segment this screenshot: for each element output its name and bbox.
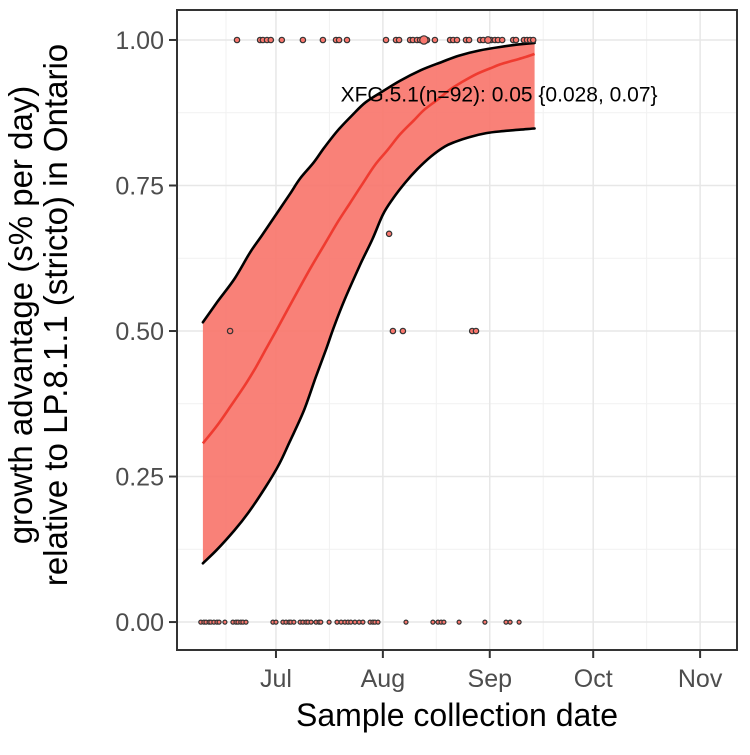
y-tick-label: 1.00 xyxy=(115,27,164,55)
obs-point-top xyxy=(343,36,351,44)
x-tick-label: Sep xyxy=(468,665,512,693)
panel-border xyxy=(176,9,738,651)
obs-point-bottom xyxy=(403,619,409,625)
x-tick-label: Aug xyxy=(361,665,405,693)
obs-point-bottom xyxy=(291,619,297,625)
y-axis-title-line2: relative to LP.8.1.1 (stricto) in Ontari… xyxy=(37,44,74,586)
x-axis-title: Sample collection date xyxy=(296,697,618,733)
obs-point-top xyxy=(299,36,307,44)
obs-point-top xyxy=(419,35,429,45)
obs-point-bottom xyxy=(482,619,488,625)
obs-point-bottom xyxy=(516,619,522,625)
obs-point-top xyxy=(267,36,275,44)
obs-point-bottom xyxy=(441,619,447,625)
x-tick-label: Nov xyxy=(678,665,723,693)
obs-point-mid xyxy=(472,327,480,335)
y-axis-title-line1: growth advantage (s% per day) xyxy=(2,86,39,545)
obs-point-bottom xyxy=(318,619,324,625)
obs-point-bottom xyxy=(430,619,436,625)
x-tick-label: Oct xyxy=(574,665,613,693)
obs-point-bottom xyxy=(360,619,366,625)
obs-point-bottom xyxy=(507,619,513,625)
fit-annotation: XFG.5.1(n=92): 0.05 {0.028, 0.07} xyxy=(341,84,658,107)
obs-point-top xyxy=(453,36,461,44)
obs-point-bottom xyxy=(222,619,228,625)
obs-point-top xyxy=(233,36,241,44)
obs-point-top xyxy=(382,36,390,44)
obs-point-mid xyxy=(385,230,393,238)
obs-point-bottom xyxy=(243,619,249,625)
obs-point-bottom xyxy=(326,619,332,625)
y-tick-label: 0.50 xyxy=(115,318,164,346)
ribbon-fill xyxy=(202,42,535,564)
obs-point-bottom xyxy=(308,619,314,625)
obs-point-top xyxy=(395,36,403,44)
obs-point-top xyxy=(512,36,520,44)
obs-point-top xyxy=(498,36,506,44)
axis-ticks xyxy=(169,38,702,658)
y-tick-label: 0.00 xyxy=(115,609,164,637)
obs-point-bottom xyxy=(375,619,381,625)
fit-line xyxy=(201,52,536,445)
obs-point-bottom xyxy=(456,619,462,625)
ribbon-upper-bound xyxy=(201,41,536,324)
obs-point-top xyxy=(431,36,439,44)
obs-point-bottom xyxy=(503,619,509,625)
x-tick-label: Jul xyxy=(260,665,292,693)
obs-point-bottom xyxy=(216,619,222,625)
y-tick-label: 0.25 xyxy=(115,464,164,492)
data-points xyxy=(198,35,537,625)
fit-center-line xyxy=(201,52,536,445)
obs-point-top xyxy=(319,36,327,44)
obs-point-bottom xyxy=(273,619,279,625)
obs-point-bottom xyxy=(334,619,340,625)
obs-point-bottom xyxy=(352,619,358,625)
obs-point-top xyxy=(465,36,473,44)
ribbon-lower-bound xyxy=(201,127,536,565)
axis-tick-labels: Jul Aug Sep Oct Nov 1.00 0.75 0.50 0.25 0.00 xyxy=(115,27,722,693)
obs-point-bottom xyxy=(348,619,354,625)
y-tick-label: 0.75 xyxy=(115,172,164,200)
obs-point-mid xyxy=(226,327,234,335)
confidence-ribbon xyxy=(201,41,536,565)
obs-point-mid xyxy=(399,327,407,335)
obs-point-top xyxy=(335,36,343,44)
obs-point-top xyxy=(529,36,537,44)
obs-point-top xyxy=(278,36,286,44)
obs-point-mid xyxy=(389,327,397,335)
obs-point-top xyxy=(484,36,492,44)
